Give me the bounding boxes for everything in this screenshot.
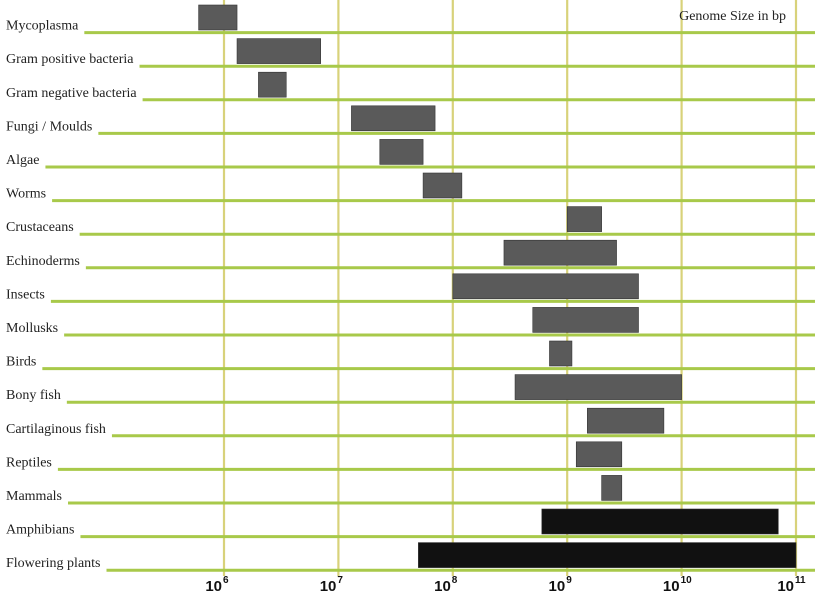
range-bar: [587, 407, 665, 434]
category-label: Gram negative bacteria: [6, 86, 137, 101]
range-bar: [549, 340, 573, 367]
tick-label: 10 10: [663, 575, 692, 595]
category-label: Cartilaginous fish: [6, 422, 106, 437]
range-bars: [198, 4, 797, 568]
category-label: Flowering plants: [6, 556, 101, 571]
tick-label: 10 9: [549, 575, 573, 595]
range-bar: [258, 71, 287, 98]
range-bar: [575, 441, 623, 468]
tick-exponent: 9: [566, 575, 572, 586]
category-label: Crustaceans: [6, 220, 74, 235]
category-label: Echinoderms: [6, 254, 80, 269]
category-label: Worms: [6, 187, 46, 202]
range-bar: [379, 139, 424, 165]
category-labels: Mycoplasma Gram positive bacteria Gram neg…: [6, 19, 137, 572]
range-bar: [351, 105, 436, 132]
category-label: Mollusks: [6, 321, 58, 336]
tick-exponent: 10: [681, 575, 693, 586]
tick-base: 10: [205, 578, 222, 595]
x-axis-ticks: 10 6 10 7 10 8 10 9 10 10 10 11: [205, 575, 806, 595]
range-bar: [452, 273, 639, 300]
tick-label: 10 8: [434, 575, 458, 595]
range-bar: [532, 307, 639, 333]
tick-base: 10: [549, 578, 566, 595]
tick-base: 10: [320, 578, 337, 595]
category-label: Bony fish: [6, 388, 61, 403]
tick-base: 10: [663, 578, 680, 595]
range-bar: [418, 542, 797, 568]
category-label: Amphibians: [6, 523, 74, 538]
category-label: Insects: [6, 287, 45, 302]
tick-exponent: 6: [223, 575, 229, 586]
tick-base: 10: [777, 578, 794, 595]
range-bar: [198, 4, 238, 31]
range-bar: [514, 374, 682, 400]
tick-exponent: 7: [337, 575, 343, 586]
chart-title: Genome Size in bp: [679, 9, 786, 24]
tick-exponent: 8: [452, 575, 458, 586]
range-bar: [422, 172, 463, 199]
tick-exponent: 11: [795, 575, 806, 586]
range-bar: [566, 206, 602, 232]
tick-label: 10 11: [777, 575, 806, 595]
category-label: Birds: [6, 355, 36, 370]
range-bar: [236, 38, 321, 64]
category-label: Mycoplasma: [6, 19, 79, 34]
category-label: Algae: [6, 153, 39, 168]
tick-label: 10 7: [320, 575, 344, 595]
row-lines: [42, 31, 815, 572]
category-label: Gram positive bacteria: [6, 52, 134, 67]
category-label: Fungi / Moulds: [6, 119, 92, 134]
range-bar: [541, 508, 779, 535]
range-bar: [503, 239, 617, 266]
range-bar: [601, 475, 623, 501]
tick-label: 10 6: [205, 575, 229, 595]
category-label: Reptiles: [6, 455, 52, 470]
tick-base: 10: [434, 578, 451, 595]
category-label: Mammals: [6, 489, 62, 504]
